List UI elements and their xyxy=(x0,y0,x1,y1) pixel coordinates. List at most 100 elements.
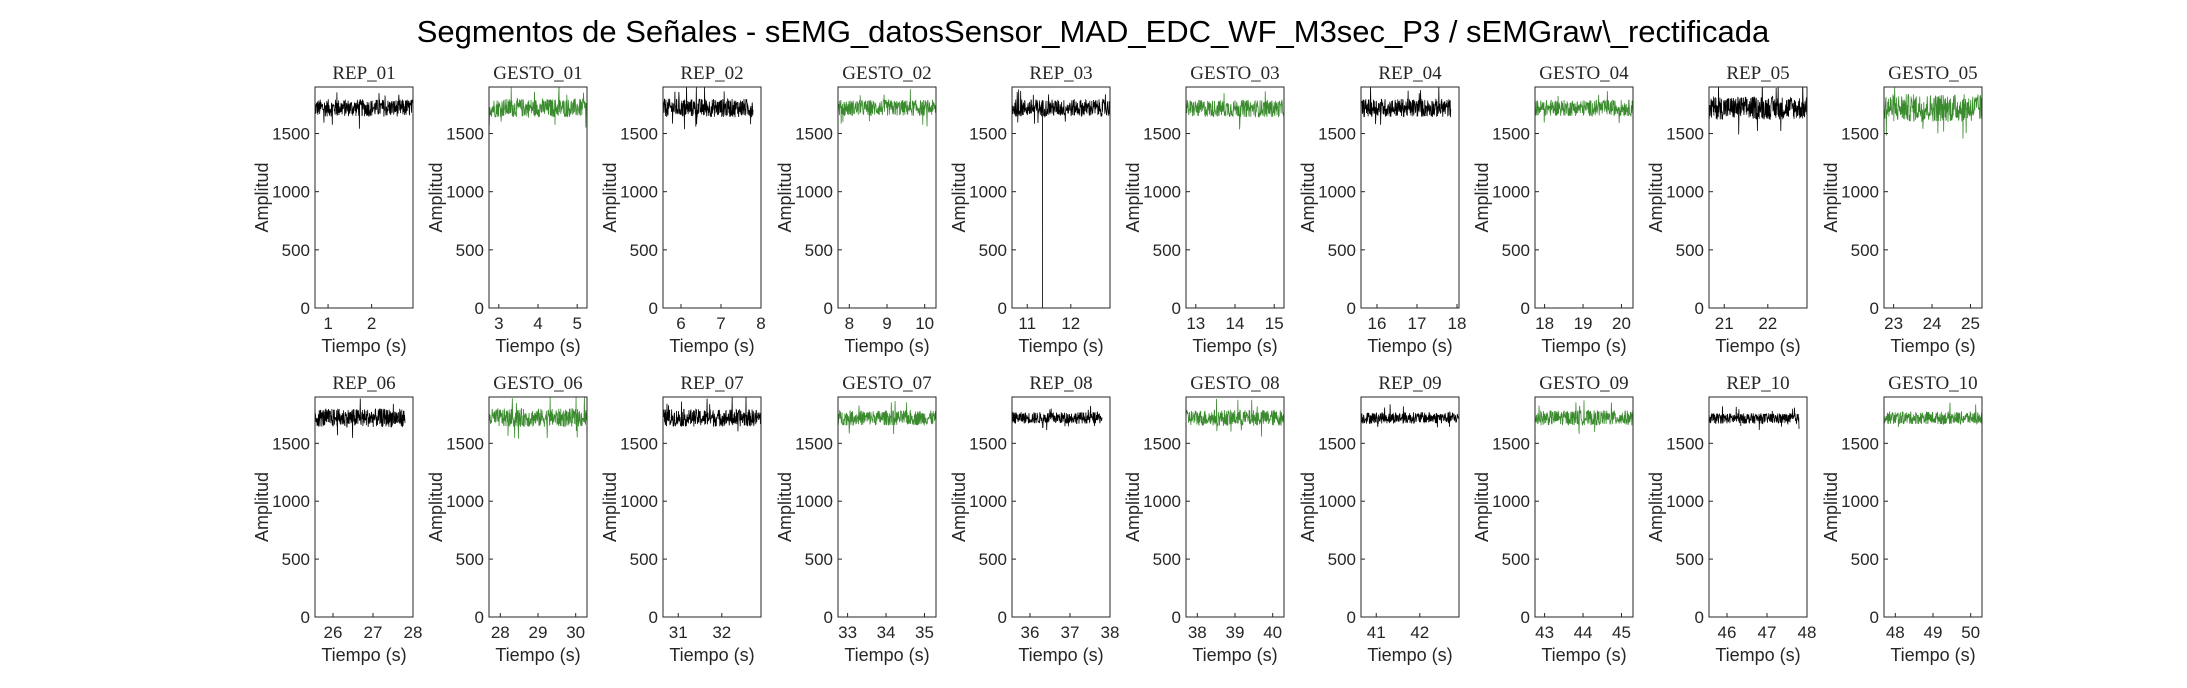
y-tick-label: 1500 xyxy=(1143,434,1181,453)
x-axis-label: Tiempo (s) xyxy=(669,645,754,665)
subplot-title: GESTO_01 xyxy=(493,63,582,84)
subplot-title: REP_10 xyxy=(1726,373,1789,394)
signal-trace xyxy=(663,87,754,130)
y-tick-label: 0 xyxy=(475,299,484,318)
signal-trace xyxy=(1535,400,1633,434)
y-tick-label: 1500 xyxy=(1841,125,1879,144)
x-tick-label: 5 xyxy=(572,314,581,333)
subplot: REP_04 0 500 1000 1500 16 17 18 Tiempo (s) Amplit… xyxy=(1298,63,1466,356)
axes-box xyxy=(837,396,937,618)
y-tick-label: 1000 xyxy=(446,183,484,202)
x-tick-label: 31 xyxy=(669,623,688,642)
x-tick-label: 13 xyxy=(1186,314,1205,333)
x-tick-label: 22 xyxy=(1758,314,1777,333)
y-tick-label: 500 xyxy=(1851,550,1879,569)
y-axis-label: Amplitud xyxy=(1123,162,1143,232)
y-axis-label: Amplitud xyxy=(252,162,272,232)
subplot-title: GESTO_03 xyxy=(1190,63,1279,84)
signal-trace xyxy=(1186,91,1284,130)
y-tick-label: 1500 xyxy=(795,125,833,144)
axes-box xyxy=(1883,86,1983,309)
x-tick-label: 20 xyxy=(1612,314,1631,333)
subplot-title: GESTO_10 xyxy=(1888,373,1977,394)
x-tick-label: 25 xyxy=(1961,314,1980,333)
y-tick-label: 1000 xyxy=(1143,492,1181,511)
y-tick-label: 500 xyxy=(1676,550,1704,569)
y-tick-label: 500 xyxy=(1676,241,1704,260)
y-tick-label: 0 xyxy=(998,608,1007,627)
y-axis-label: Amplitud xyxy=(949,162,969,232)
x-tick-label: 41 xyxy=(1367,623,1386,642)
x-tick-label: 2 xyxy=(367,314,376,333)
y-tick-label: 500 xyxy=(1153,550,1181,569)
y-tick-label: 1000 xyxy=(1666,183,1704,202)
y-tick-label: 0 xyxy=(1695,299,1704,318)
x-tick-label: 17 xyxy=(1408,314,1427,333)
x-tick-label: 47 xyxy=(1758,623,1777,642)
x-tick-label: 29 xyxy=(529,623,548,642)
subplot: GESTO_05 0 500 1000 1500 23 24 25 Tiempo (s) Ampl… xyxy=(1821,63,1983,356)
y-tick-label: 1500 xyxy=(446,125,484,144)
x-tick-label: 15 xyxy=(1265,314,1284,333)
subplot: GESTO_01 0 500 1000 1500 3 4 5 Tiempo (s) Amplitu… xyxy=(426,63,588,356)
x-tick-label: 26 xyxy=(324,623,343,642)
axes-box xyxy=(1360,396,1460,618)
x-tick-label: 35 xyxy=(915,623,934,642)
x-axis-label: Tiempo (s) xyxy=(1890,336,1975,356)
y-tick-label: 0 xyxy=(1870,299,1879,318)
subplot-title: GESTO_07 xyxy=(842,373,931,394)
subplot: GESTO_08 0 500 1000 1500 38 39 40 Tiempo (s) Ampl… xyxy=(1123,373,1285,665)
x-axis-label: Tiempo (s) xyxy=(1192,336,1277,356)
x-axis-label: Tiempo (s) xyxy=(495,645,580,665)
subplot-title: REP_01 xyxy=(332,63,395,84)
y-tick-label: 1500 xyxy=(272,434,310,453)
x-tick-label: 3 xyxy=(494,314,503,333)
y-axis-label: Amplitud xyxy=(252,472,272,542)
x-tick-label: 46 xyxy=(1718,623,1737,642)
x-axis-label: Tiempo (s) xyxy=(1890,645,1975,665)
subplot-title: REP_03 xyxy=(1029,63,1092,84)
x-tick-label: 42 xyxy=(1410,623,1429,642)
y-tick-label: 1000 xyxy=(1492,492,1530,511)
axes-box xyxy=(1534,86,1634,309)
x-tick-label: 36 xyxy=(1021,623,1040,642)
x-tick-label: 38 xyxy=(1188,623,1207,642)
x-tick-label: 8 xyxy=(756,314,765,333)
y-tick-label: 1000 xyxy=(1841,183,1879,202)
subplot: GESTO_06 0 500 1000 1500 28 29 30 Tiempo (s) Ampl… xyxy=(426,373,588,665)
subplot-title: REP_04 xyxy=(1378,63,1442,84)
y-tick-label: 1500 xyxy=(969,434,1007,453)
signal-trace xyxy=(315,92,413,129)
x-tick-label: 50 xyxy=(1961,623,1980,642)
y-tick-label: 1500 xyxy=(969,125,1007,144)
y-tick-label: 500 xyxy=(805,550,833,569)
axes-box xyxy=(314,86,414,309)
x-tick-label: 18 xyxy=(1448,314,1467,333)
x-tick-label: 21 xyxy=(1715,314,1734,333)
x-tick-label: 6 xyxy=(676,314,685,333)
x-tick-label: 8 xyxy=(845,314,854,333)
y-tick-label: 0 xyxy=(1521,608,1530,627)
x-tick-label: 11 xyxy=(1018,314,1036,333)
signal-trace xyxy=(489,397,587,439)
y-tick-label: 0 xyxy=(824,299,833,318)
axes-box xyxy=(314,396,414,618)
subplot: REP_10 0 500 1000 1500 46 47 48 Tiempo (s) Amplit… xyxy=(1646,373,1816,665)
signal-trace xyxy=(1361,404,1459,428)
y-axis-label: Amplitud xyxy=(949,472,969,542)
y-axis-label: Amplitud xyxy=(426,472,446,542)
y-tick-label: 500 xyxy=(456,241,484,260)
x-axis-label: Tiempo (s) xyxy=(844,645,929,665)
x-tick-label: 45 xyxy=(1612,623,1631,642)
x-tick-label: 38 xyxy=(1101,623,1120,642)
y-tick-label: 1000 xyxy=(272,492,310,511)
signal-trace xyxy=(1012,405,1103,431)
y-tick-label: 1000 xyxy=(795,492,833,511)
signal-trace xyxy=(663,397,761,432)
x-axis-label: Tiempo (s) xyxy=(844,336,929,356)
y-tick-label: 1000 xyxy=(795,183,833,202)
y-tick-label: 1500 xyxy=(1143,125,1181,144)
x-axis-label: Tiempo (s) xyxy=(1367,645,1452,665)
